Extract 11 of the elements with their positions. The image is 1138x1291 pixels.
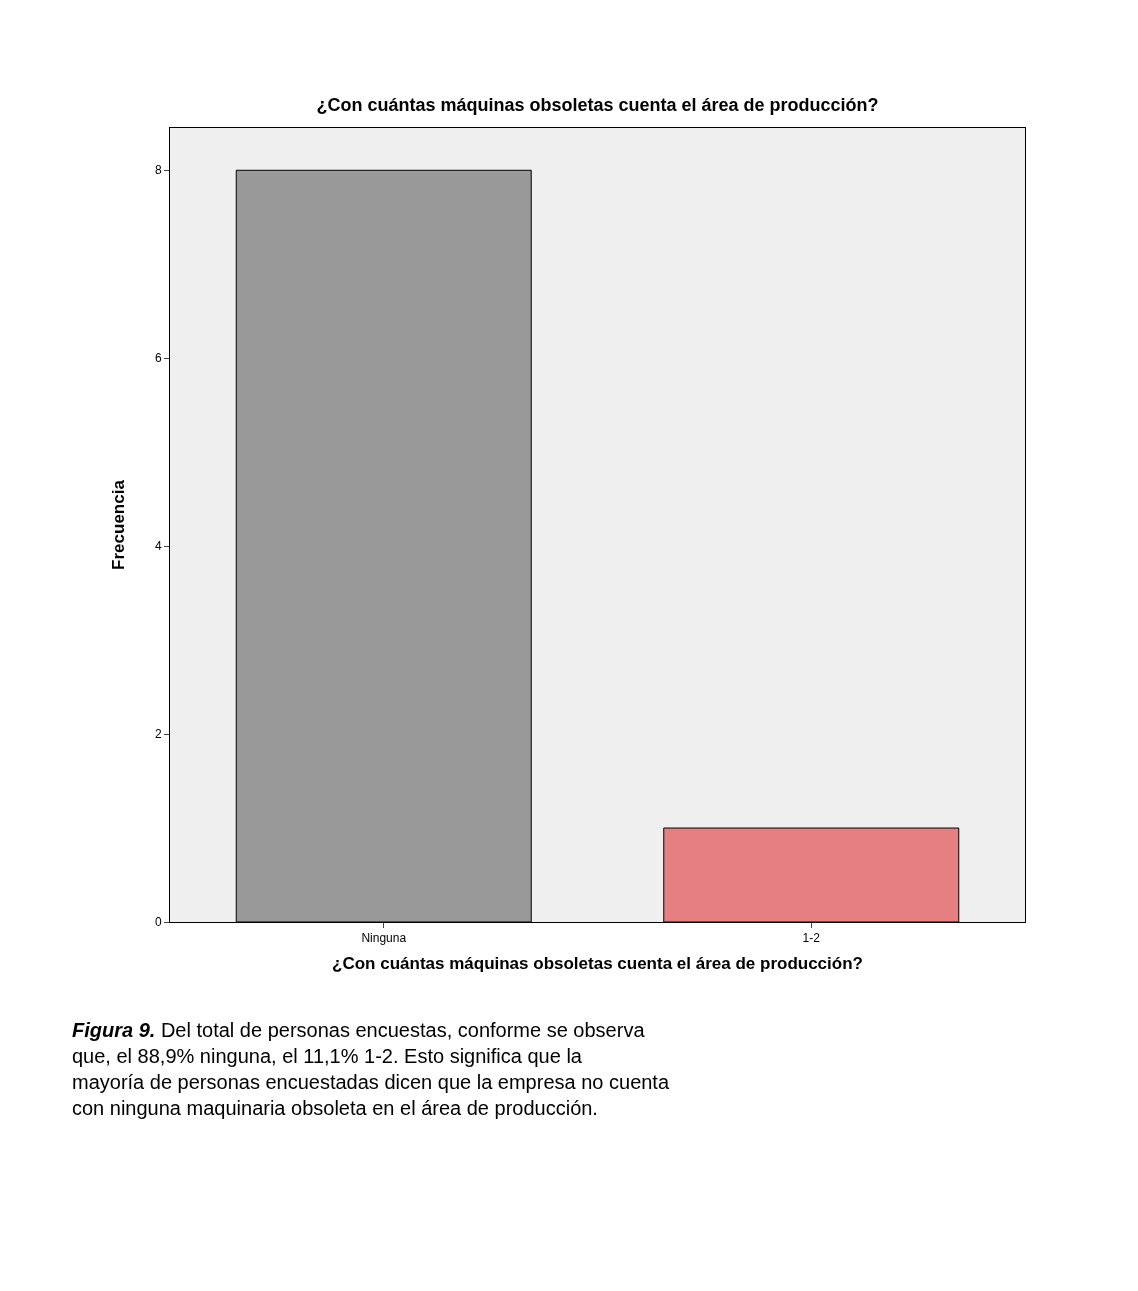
y-tick-label: 2 bbox=[154, 727, 162, 742]
x-tick-label: 1-2 bbox=[802, 931, 821, 946]
chart-title: ¿Con cuántas máquinas obsoletas cuenta el área de producción? bbox=[316, 95, 879, 116]
y-tick-label: 6 bbox=[154, 351, 162, 366]
y-axis-title: Frecuencia bbox=[109, 479, 129, 570]
y-tick-label: 0 bbox=[154, 915, 162, 930]
text: Figura 9. bbox=[72, 1019, 156, 1041]
y-tick-label: 8 bbox=[154, 163, 162, 178]
y-tick-label: 4 bbox=[154, 539, 162, 554]
x-axis-title: ¿Con cuántas máquinas obsoletas cuenta el área de producción? bbox=[332, 953, 863, 973]
x-tick-label: Ninguna bbox=[361, 931, 407, 946]
